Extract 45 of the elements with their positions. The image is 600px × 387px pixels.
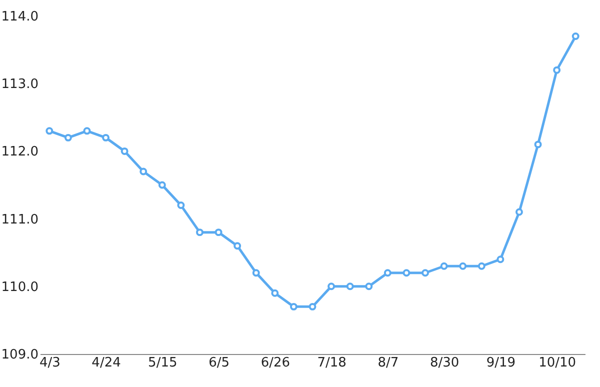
point (384, 269, 392, 277)
point (158, 181, 166, 189)
point (572, 32, 580, 40)
point (83, 127, 91, 135)
x-tick-label: 4/24 (92, 356, 121, 370)
x-tick-label: 6/26 (260, 356, 290, 370)
x-tick-label: 7/18 (317, 356, 346, 370)
point (534, 140, 542, 148)
x-tick-label: 5/15 (148, 356, 178, 370)
point (214, 228, 222, 236)
y-tick-label: 112.0 (1, 144, 38, 160)
point (459, 262, 467, 270)
point (290, 302, 298, 310)
x-tick-label: 10/10 (538, 356, 576, 370)
point (46, 127, 54, 135)
point (102, 134, 110, 142)
x-tick-label: 9/19 (486, 356, 516, 370)
point (177, 202, 185, 210)
point (196, 228, 204, 236)
point (478, 262, 486, 270)
y-tick-label: 110.0 (1, 280, 38, 295)
point (234, 242, 242, 250)
point (346, 282, 354, 290)
point (308, 302, 316, 310)
y-tick-label: 114.0 (1, 10, 38, 24)
point (515, 208, 523, 216)
point (402, 269, 410, 277)
y-tick-label: 111.0 (1, 212, 38, 228)
point (553, 66, 561, 74)
x-tick-label: 8/30 (430, 356, 460, 370)
y-tick-label: 113.0 (1, 77, 38, 92)
point (252, 269, 260, 277)
point (64, 134, 72, 142)
point (271, 289, 279, 297)
point (496, 256, 504, 264)
point (120, 147, 128, 155)
x-tick-label: 4/3 (39, 356, 60, 370)
x-tick-label: 6/5 (208, 356, 230, 370)
point (328, 282, 336, 290)
point (365, 282, 373, 290)
point (422, 269, 429, 277)
point (440, 262, 448, 270)
y-tick-label: 109.0 (1, 348, 38, 362)
point (140, 168, 148, 176)
x-tick-label: 8/7 (378, 356, 399, 370)
